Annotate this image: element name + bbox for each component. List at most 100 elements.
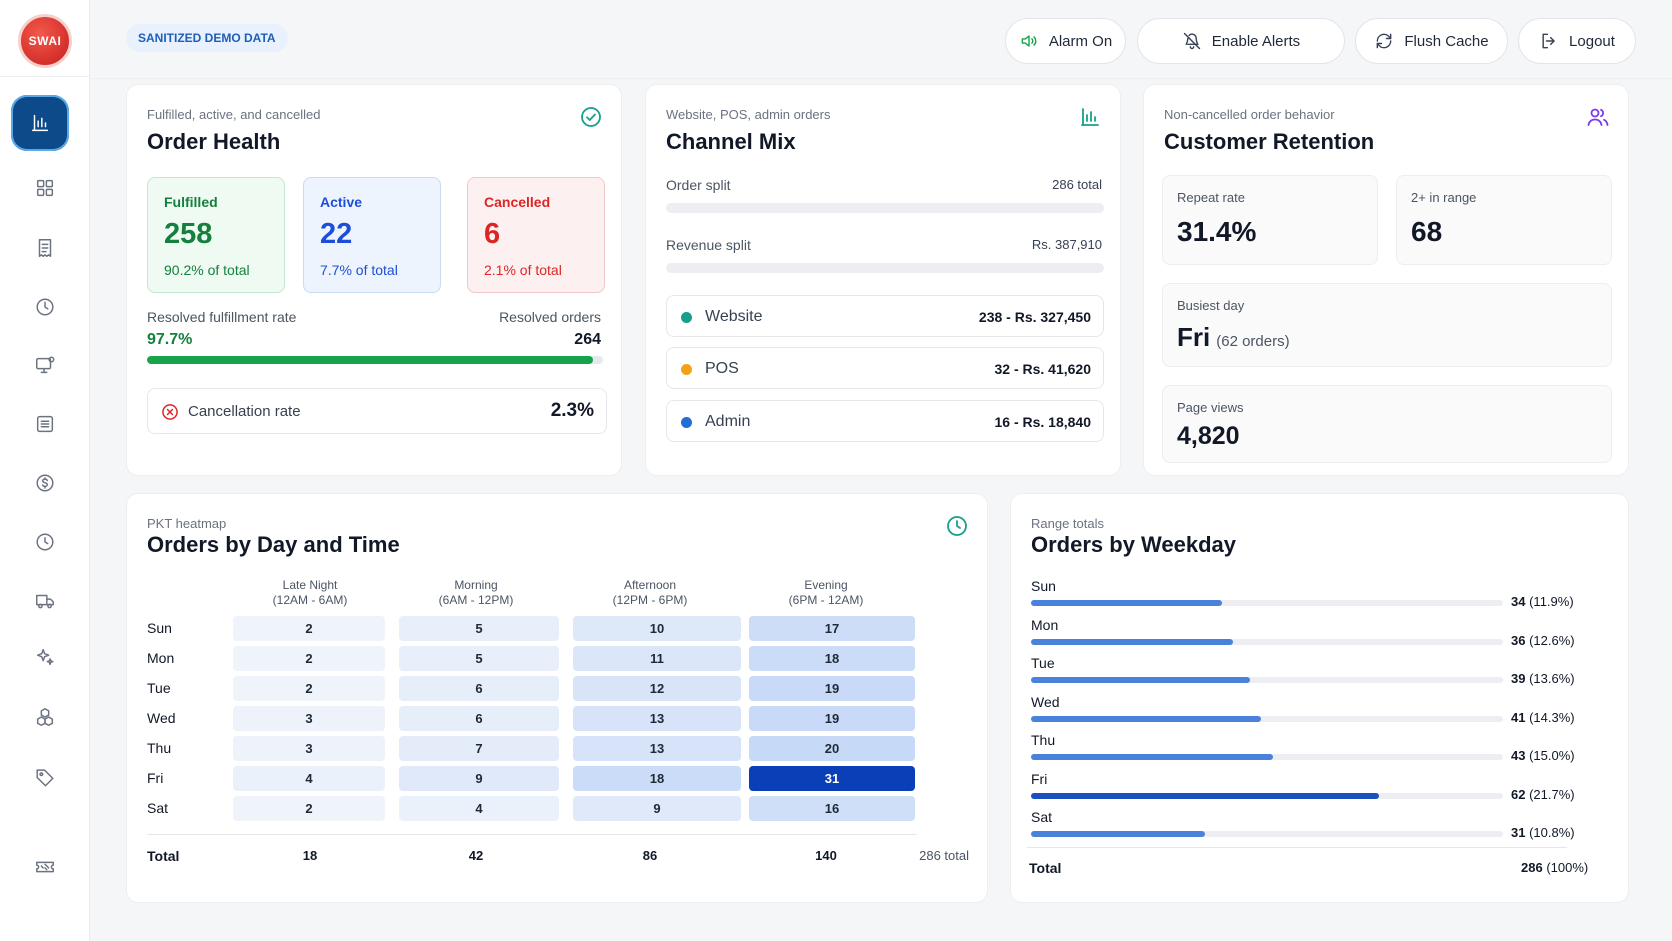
check-circle-icon xyxy=(579,105,603,129)
revenue-split-value: Rs. 387,910 xyxy=(1031,237,1102,252)
sidebar-item-ai[interactable] xyxy=(18,637,72,677)
brand-logo[interactable]: SWAI xyxy=(18,14,72,68)
heatmap-cell: 18 xyxy=(749,646,915,671)
weekday-value: 62 (21.7%) xyxy=(1511,787,1575,802)
enable-alerts-button[interactable]: Enable Alerts xyxy=(1137,18,1345,64)
weekday-label: Sat xyxy=(1031,809,1053,825)
heatmap-total-evening: 140 xyxy=(815,848,837,863)
weekday-value: 39 (13.6%) xyxy=(1511,671,1575,686)
resolved-rate-label: Resolved fulfillment rate xyxy=(147,309,297,325)
sidebar-item-history[interactable] xyxy=(18,522,72,562)
weekday-value: 31 (10.8%) xyxy=(1511,825,1575,840)
cancellation-rate-label: Cancellation rate xyxy=(188,403,301,420)
clock-icon xyxy=(945,514,969,538)
weekday-total-divider xyxy=(1027,847,1567,848)
weekday-bar xyxy=(1031,638,1234,645)
flush-cache-button[interactable]: Flush Cache xyxy=(1355,18,1508,64)
column-name: Afternoon xyxy=(623,578,677,592)
weekday-bar xyxy=(1031,677,1251,683)
weekday-count: 34 xyxy=(1511,594,1526,609)
weekday-bar-track xyxy=(1031,677,1503,683)
channel-value: 32 - Rs. 41,620 xyxy=(994,361,1091,377)
repeat-customers-stat: 2+ in range 68 xyxy=(1396,175,1612,265)
page-views-label: Page views xyxy=(1177,400,1244,415)
logo-text: SWAI xyxy=(28,34,62,48)
bar-chart-icon xyxy=(1078,105,1102,129)
sidebar-divider xyxy=(0,76,90,77)
alarm-toggle-button[interactable]: Alarm On xyxy=(1005,18,1126,64)
demo-data-badge: SANITIZED DEMO DATA xyxy=(126,24,288,52)
orders-heatmap-card: PKT heatmap Orders by Day and Time Late … xyxy=(126,493,988,903)
users-icon xyxy=(1586,105,1610,129)
heatmap-cell: 9 xyxy=(399,766,559,791)
resolved-rate-progress xyxy=(147,356,603,364)
busiest-day-stat: Busiest day Fri (62 orders) xyxy=(1162,283,1612,367)
sidebar-item-orders[interactable] xyxy=(18,228,72,268)
fulfilled-percent: 90.2% of total xyxy=(164,262,250,278)
channel-mix-subtitle: Website, POS, admin orders xyxy=(666,107,831,122)
active-value: 22 xyxy=(320,218,353,250)
heatmap-cell: 18 xyxy=(573,766,741,791)
fulfilled-stat: Fulfilled 258 90.2% of total xyxy=(147,177,285,293)
cancellation-rate-row: Cancellation rate 2.3% xyxy=(147,388,607,434)
weekday-total-value: 286 (100%) xyxy=(1521,860,1588,875)
heatmap-cell: 4 xyxy=(399,796,559,821)
heatmap-cell: 7 xyxy=(399,736,559,761)
sidebar-item-pos[interactable] xyxy=(18,345,72,385)
topbar-divider xyxy=(90,78,1672,79)
receipt-icon xyxy=(38,239,52,257)
dollar-icon xyxy=(36,474,54,492)
heatmap-column-late-night: Late Night (12AM - 6AM) xyxy=(235,578,385,608)
weekday-bar xyxy=(1031,754,1273,760)
heatmap-cell: 2 xyxy=(233,676,385,701)
weekday-count: 31 xyxy=(1511,825,1526,840)
order-health-title: Order Health xyxy=(147,129,281,154)
retention-subtitle: Non-cancelled order behavior xyxy=(1164,107,1335,122)
weekday-percent: (10.8%) xyxy=(1529,825,1575,840)
heatmap-row-label: Mon xyxy=(147,650,175,666)
logout-button[interactable]: Logout xyxy=(1518,18,1636,64)
heatmap-total-divider xyxy=(147,834,917,835)
weekday-percent: (11.9%) xyxy=(1529,594,1574,609)
sidebar-item-reports[interactable] xyxy=(18,404,72,444)
heatmap-cell: 19 xyxy=(749,676,915,701)
fulfilled-label: Fulfilled xyxy=(164,194,218,210)
weekday-count: 41 xyxy=(1511,709,1526,725)
tag-icon xyxy=(36,769,54,787)
heatmap-cell: 31 xyxy=(749,766,915,791)
sidebar-item-vouchers[interactable] xyxy=(18,847,72,887)
sidebar-item-discounts[interactable] xyxy=(18,757,72,797)
heatmap-column-evening: Evening (6PM - 12AM) xyxy=(751,578,901,608)
heatmap-cell: 9 xyxy=(573,796,741,821)
heatmap-cell: 12 xyxy=(573,676,741,701)
cancelled-percent: 2.1% of total xyxy=(484,262,562,278)
weekday-label: Tue xyxy=(1031,655,1055,671)
logout-label: Logout xyxy=(1569,32,1615,50)
heatmap-cell: 5 xyxy=(399,616,559,641)
weekday-total-count: 286 xyxy=(1521,860,1543,875)
order-health-subtitle: Fulfilled, active, and cancelled xyxy=(147,107,321,122)
weekday-percent: (14.3%) xyxy=(1529,709,1575,725)
heatmap-row-label: Sat xyxy=(147,800,169,816)
sidebar-item-analytics[interactable] xyxy=(11,95,69,151)
heatmap-title: Orders by Day and Time xyxy=(147,532,400,557)
sidebar-item-finance[interactable] xyxy=(18,463,72,503)
heatmap-cell: 13 xyxy=(573,706,741,731)
weekday-label: Sun xyxy=(1031,578,1056,594)
weekday-total-label: Total xyxy=(1029,860,1062,876)
sidebar-item-schedule[interactable] xyxy=(18,287,72,327)
heatmap-cell: 3 xyxy=(233,736,385,761)
weekday-bar xyxy=(1031,600,1223,606)
heatmap-cell: 2 xyxy=(233,646,385,671)
ticket-icon xyxy=(36,861,54,873)
sidebar-item-dashboard[interactable] xyxy=(18,168,72,208)
refresh-icon xyxy=(1377,33,1392,49)
heatmap-cell: 3 xyxy=(233,706,385,731)
sidebar-item-inventory[interactable] xyxy=(18,697,72,737)
orders-by-weekday-card: Range totals Orders by Weekday Sun 34 (11… xyxy=(1010,493,1629,903)
sidebar-item-delivery[interactable] xyxy=(18,581,72,621)
heatmap-cell: 17 xyxy=(749,616,915,641)
boxes-icon xyxy=(36,708,54,726)
heatmap-row-label: Tue xyxy=(147,680,171,696)
weekday-value: 41 (14.3%) xyxy=(1511,710,1575,725)
